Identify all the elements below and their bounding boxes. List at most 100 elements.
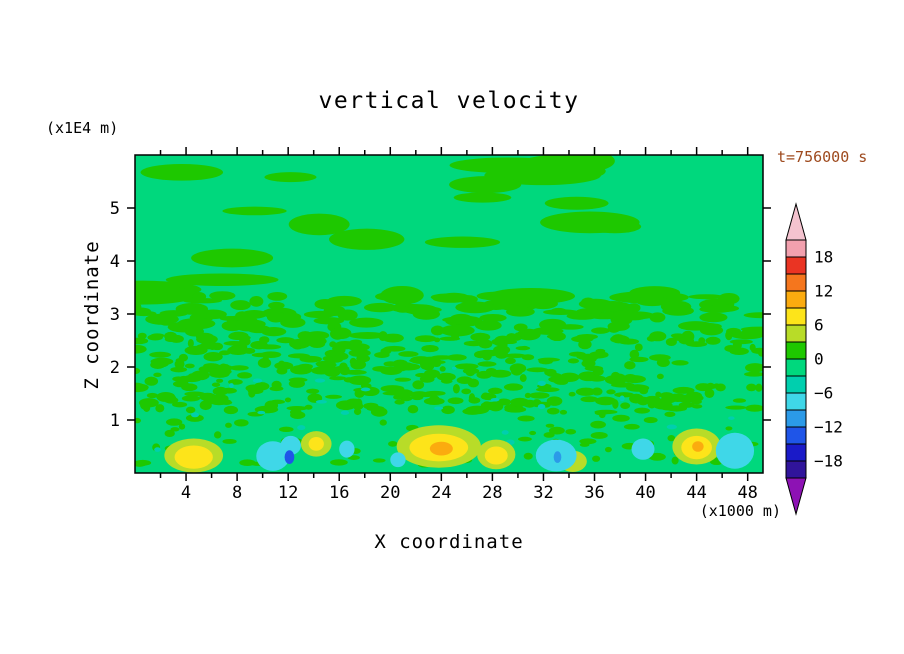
speckle-blob bbox=[229, 383, 234, 389]
x-tick-label: 32 bbox=[533, 483, 553, 503]
speckle-blob bbox=[436, 372, 456, 382]
speckle-blob bbox=[729, 347, 749, 355]
speckle-blob bbox=[699, 325, 724, 336]
y-tick-label: 5 bbox=[110, 199, 120, 219]
speckle-blob bbox=[323, 305, 346, 316]
speckle-blob bbox=[333, 365, 350, 371]
contour-feature bbox=[174, 445, 213, 469]
y-tick-label: 3 bbox=[110, 305, 120, 325]
speckle-blob bbox=[598, 301, 628, 312]
speckle-blob bbox=[135, 310, 157, 317]
speckle-blob bbox=[334, 345, 346, 355]
speckle-blob bbox=[164, 396, 179, 404]
speckle-blob bbox=[579, 438, 597, 445]
speckle-blob bbox=[567, 216, 630, 228]
speckle-blob bbox=[463, 340, 484, 347]
speckle-blob bbox=[584, 365, 604, 372]
speckle-blob bbox=[580, 396, 599, 403]
speckle-blob bbox=[184, 345, 208, 355]
speckle-blob bbox=[177, 318, 216, 330]
contour-feature bbox=[715, 432, 755, 469]
speckle-blob bbox=[343, 377, 355, 383]
colorbar: 18 12 6 0 −6 −12 −18 bbox=[785, 202, 843, 516]
speckle-blob bbox=[568, 391, 576, 397]
speckle-blob bbox=[592, 455, 601, 462]
speckle-blob bbox=[154, 447, 161, 452]
colorbar-band bbox=[785, 443, 807, 462]
speckle-blob bbox=[170, 366, 188, 373]
speckle-blob bbox=[455, 301, 495, 314]
speckle-blob bbox=[262, 356, 269, 362]
colorbar-band bbox=[785, 375, 807, 394]
speckle-blob bbox=[718, 292, 740, 305]
speckle-blob bbox=[388, 440, 398, 447]
speckle-blob bbox=[546, 334, 562, 339]
speckle-blob bbox=[424, 390, 446, 396]
colorbar-band bbox=[785, 239, 807, 258]
speckle-blob bbox=[410, 391, 429, 398]
speckle-blob bbox=[614, 392, 635, 398]
speckle-blob bbox=[513, 323, 528, 332]
speckle-blob bbox=[575, 387, 597, 396]
speckle-blob bbox=[264, 172, 317, 183]
speckle-blob bbox=[559, 409, 568, 415]
contour-feature bbox=[484, 446, 508, 465]
speckle-blob bbox=[461, 388, 472, 395]
colorbar-band bbox=[785, 324, 807, 343]
speckle-blob bbox=[289, 408, 302, 416]
speckle-blob bbox=[639, 387, 649, 395]
speckle-blob bbox=[239, 459, 256, 467]
speckle-blob bbox=[620, 402, 631, 409]
speckle-blob bbox=[479, 313, 507, 322]
speckle-blob bbox=[407, 405, 419, 414]
speckle-blob bbox=[181, 395, 201, 402]
x-tick-label: 36 bbox=[584, 483, 604, 503]
speckle-blob bbox=[222, 206, 287, 216]
speckle-blob bbox=[228, 332, 246, 340]
speckle-blob bbox=[187, 338, 194, 348]
speckle-blob bbox=[230, 300, 251, 311]
colorbar-band bbox=[785, 290, 807, 309]
y-tick-label: 4 bbox=[110, 252, 120, 272]
speckle-blob bbox=[340, 410, 350, 415]
speckle-blob bbox=[590, 420, 606, 429]
speckle-blob bbox=[607, 321, 630, 332]
speckle-blob bbox=[139, 400, 150, 410]
speckle-blob bbox=[276, 367, 288, 375]
speckle-blob bbox=[449, 176, 522, 194]
speckle-blob bbox=[667, 434, 676, 442]
speckle-blob bbox=[590, 432, 608, 439]
speckle-blob bbox=[619, 395, 625, 402]
speckle-blob bbox=[453, 192, 512, 203]
x-tick-label: 24 bbox=[431, 483, 451, 503]
speckle-blob bbox=[135, 367, 141, 375]
speckle-blob bbox=[732, 340, 742, 350]
speckle-blob bbox=[153, 372, 162, 378]
speckle-blob bbox=[543, 432, 555, 438]
speckle-blob bbox=[656, 358, 670, 367]
speckle-blob bbox=[410, 356, 432, 365]
speckle-blob bbox=[287, 353, 310, 359]
speckle-blob bbox=[360, 387, 371, 392]
speckle-blob bbox=[503, 383, 524, 391]
speckle-blob bbox=[623, 423, 640, 430]
speckle-blob bbox=[212, 386, 229, 396]
speckle-blob bbox=[749, 343, 756, 352]
speckle-blob bbox=[433, 337, 441, 343]
speckle-blob bbox=[199, 342, 218, 349]
speckle-blob bbox=[306, 388, 320, 394]
speckle-blob bbox=[758, 350, 763, 357]
speckle-blob bbox=[745, 363, 763, 373]
speckle-blob bbox=[629, 393, 644, 404]
colorbar-label: 0 bbox=[814, 350, 824, 369]
speckle-blob bbox=[591, 327, 610, 334]
speckle-blob bbox=[344, 369, 367, 375]
speckle-blob bbox=[468, 397, 481, 404]
speckle-blob bbox=[744, 371, 763, 377]
speckle-blob bbox=[666, 424, 677, 430]
colorbar-band bbox=[785, 460, 807, 479]
colorbar-band bbox=[785, 409, 807, 428]
speckle-blob bbox=[137, 332, 147, 339]
